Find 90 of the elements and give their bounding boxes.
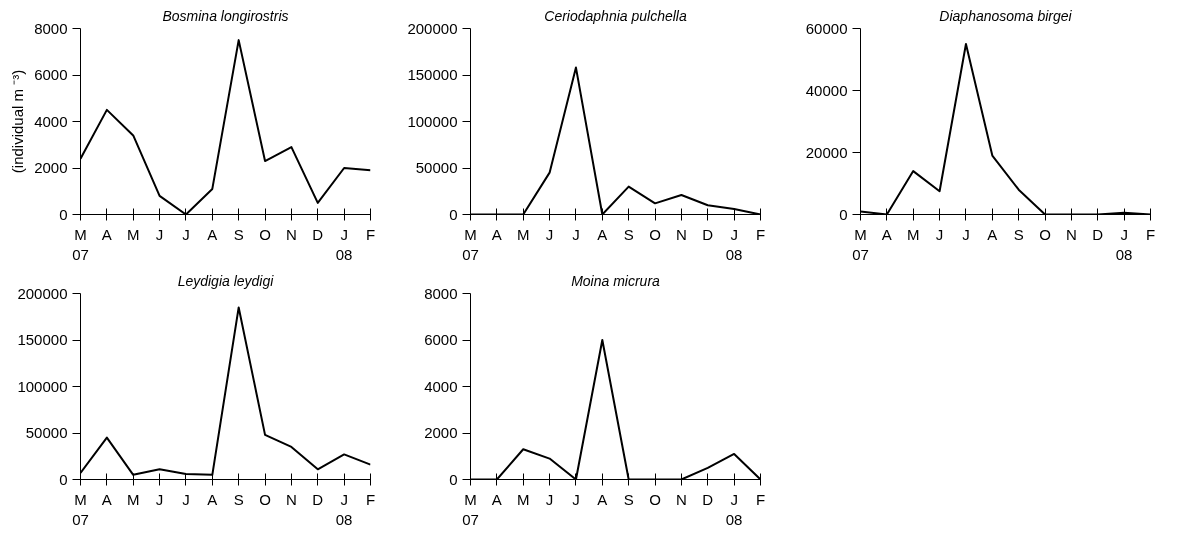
x-tick-label: N bbox=[675, 225, 687, 243]
x-tick-label: J bbox=[545, 490, 554, 508]
chart-title: Diaphanosoma birgei bbox=[939, 7, 1073, 24]
y-axis-title: (individual m ⁻³) bbox=[9, 69, 27, 174]
x-tick-label: J bbox=[155, 490, 164, 508]
x-tick-label: D bbox=[312, 490, 324, 508]
x-tick-label: M bbox=[516, 490, 530, 508]
x-tick-label: D bbox=[1092, 225, 1104, 243]
chart-title: Leydigia leydigi bbox=[177, 272, 275, 289]
x-tick-label: M 07 bbox=[72, 225, 89, 263]
x-tick-label: J bbox=[182, 225, 190, 243]
x-tick-label: J bbox=[962, 225, 970, 243]
y-tick-label: 6000 bbox=[34, 66, 68, 83]
x-tick-label: M 07 bbox=[462, 225, 479, 263]
x-tick-label: O bbox=[1039, 225, 1051, 243]
x-tick-label: F bbox=[755, 490, 766, 508]
x-tick-label: D bbox=[702, 490, 714, 508]
x-tick-label: N bbox=[285, 490, 297, 508]
chart-title: Bosmina longirostris bbox=[162, 7, 289, 24]
y-tick-label: 4000 bbox=[424, 377, 458, 395]
x-tick-label: O bbox=[259, 490, 271, 508]
x-tick-label: M bbox=[126, 225, 140, 243]
x-tick-label: S bbox=[623, 490, 634, 508]
x-tick-label: S bbox=[1013, 225, 1024, 243]
x-tick-label: A bbox=[207, 225, 218, 243]
x-tick-label: A bbox=[101, 225, 112, 243]
x-tick-label: J bbox=[155, 225, 164, 243]
x-tick-label: F bbox=[755, 225, 766, 243]
y-tick-label: 0 bbox=[839, 205, 848, 223]
x-tick-label: M bbox=[516, 225, 530, 243]
y-tick-label: 2000 bbox=[34, 159, 68, 176]
x-tick-label: J bbox=[545, 225, 554, 243]
x-tick-label: A bbox=[207, 490, 218, 508]
y-tick-label: 0 bbox=[449, 205, 458, 223]
x-tick-label: S bbox=[623, 225, 634, 243]
x-tick-label: J 08 bbox=[725, 225, 743, 263]
y-tick-label: 200000 bbox=[407, 19, 458, 37]
x-tick-label: A bbox=[491, 490, 502, 508]
x-tick-label: A bbox=[491, 225, 502, 243]
y-tick-label: 60000 bbox=[805, 19, 848, 37]
x-tick-label: M bbox=[126, 490, 140, 508]
x-tick-label: A bbox=[881, 225, 892, 243]
x-tick-label: J bbox=[572, 490, 580, 508]
x-tick-label: J bbox=[935, 225, 944, 243]
x-tick-label: S bbox=[233, 225, 244, 243]
x-tick-label: J 08 bbox=[335, 225, 353, 263]
y-tick-label: 150000 bbox=[407, 66, 458, 83]
x-tick-label: M 07 bbox=[852, 225, 869, 263]
y-tick-label: 200000 bbox=[17, 284, 68, 302]
y-tick-label: 150000 bbox=[17, 331, 68, 348]
chart-title: Moina micrura bbox=[571, 272, 661, 289]
y-tick-label: 50000 bbox=[415, 159, 458, 176]
y-tick-label: 4000 bbox=[34, 112, 68, 130]
y-tick-label: 20000 bbox=[805, 143, 848, 161]
x-tick-label: J 08 bbox=[335, 490, 353, 528]
y-tick-label: 8000 bbox=[34, 19, 68, 37]
y-tick-label: 0 bbox=[449, 470, 458, 488]
x-tick-label: F bbox=[365, 490, 376, 508]
x-tick-label: A bbox=[597, 225, 608, 243]
y-tick-label: 6000 bbox=[424, 331, 458, 348]
x-tick-label: M 07 bbox=[72, 490, 89, 528]
y-tick-label: 50000 bbox=[25, 424, 68, 441]
x-tick-label: D bbox=[312, 225, 324, 243]
x-tick-label: J 08 bbox=[1115, 225, 1133, 263]
x-tick-label: N bbox=[675, 490, 687, 508]
x-tick-label: S bbox=[233, 490, 244, 508]
x-tick-label: J 08 bbox=[725, 490, 743, 528]
x-tick-label: J bbox=[572, 225, 580, 243]
x-tick-label: N bbox=[285, 225, 297, 243]
y-tick-label: 0 bbox=[59, 205, 68, 223]
x-tick-label: D bbox=[702, 225, 714, 243]
x-tick-label: O bbox=[649, 490, 661, 508]
y-tick-label: 2000 bbox=[424, 424, 458, 441]
x-tick-label: O bbox=[259, 225, 271, 243]
x-tick-label: N bbox=[1065, 225, 1077, 243]
x-tick-label: F bbox=[365, 225, 376, 243]
y-tick-label: 0 bbox=[59, 470, 68, 488]
x-tick-label: O bbox=[649, 225, 661, 243]
x-tick-label: A bbox=[597, 490, 608, 508]
chart-title: Ceriodaphnia pulchella bbox=[544, 7, 687, 24]
y-tick-label: 100000 bbox=[407, 112, 458, 130]
y-tick-label: 8000 bbox=[424, 284, 458, 302]
x-tick-label: M 07 bbox=[462, 490, 479, 528]
y-tick-label: 40000 bbox=[805, 81, 848, 99]
x-tick-label: M bbox=[906, 225, 920, 243]
x-tick-label: A bbox=[987, 225, 998, 243]
x-tick-label: J bbox=[182, 490, 190, 508]
y-tick-label: 100000 bbox=[17, 377, 68, 395]
x-tick-label: F bbox=[1145, 225, 1156, 243]
x-tick-label: A bbox=[101, 490, 112, 508]
